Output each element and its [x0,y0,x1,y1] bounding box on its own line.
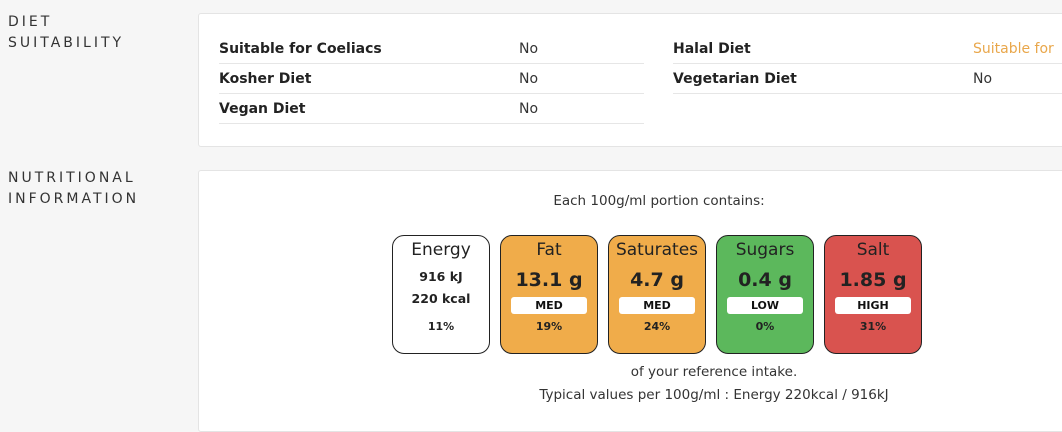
tile-percent: 24% [643,320,671,333]
diet-row-vegetarian: Vegetarian Diet No [673,64,1062,94]
tile-amount: 1.85 g [839,269,907,291]
diet-value: Suitable for [973,41,1054,57]
nutrition-title-line1: NUTRITIONAL [8,170,136,186]
tile-energy: Energy 916 kJ 220 kcal 11% [392,235,490,354]
level-badge: HIGH [835,297,911,314]
tile-amount: 4.7 g [630,269,684,291]
tile-amount: 0.4 g [738,269,792,291]
level-badge: MED [619,297,695,314]
diet-column-left: Suitable for Coeliacs No Kosher Diet No … [219,34,644,124]
diet-row-kosher: Kosher Diet No [219,64,644,94]
nutrition-title-line2: INFORMATION [8,191,140,207]
level-badge: LOW [727,297,803,314]
level-badge: MED [511,297,587,314]
diet-row-vegan: Vegan Diet No [219,94,644,124]
tile-name: Fat [536,240,562,260]
diet-title-line1: DIET [8,14,53,30]
tile-name: Salt [856,240,890,260]
diet-suitability-panel: Suitable for Coeliacs No Kosher Diet No … [198,13,1062,147]
tile-salt: Salt 1.85 g HIGH 31% [824,235,922,354]
tile-amount: 13.1 g [515,269,583,291]
tile-percent: 19% [535,320,563,333]
nutritional-information-panel: Each 100g/ml portion contains: Energy 91… [198,170,1062,432]
portion-heading: Each 100g/ml portion contains: [553,193,765,209]
tile-percent: 31% [859,320,887,333]
tile-name: Energy [411,240,471,260]
diet-label: Halal Diet [673,41,751,57]
nutritional-information-title: NUTRITIONAL INFORMATION [8,168,139,210]
tile-percent: 11% [427,320,455,333]
diet-column-right: Halal Diet Suitable for Vegetarian Diet … [673,34,1062,94]
diet-label: Kosher Diet [219,71,312,87]
tile-name: Sugars [735,240,795,260]
tile-fat: Fat 13.1 g MED 19% [500,235,598,354]
diet-suitability-title: DIET SUITABILITY [8,12,124,54]
tile-saturates: Saturates 4.7 g MED 24% [608,235,706,354]
reference-intake-note: of your reference intake. [630,364,798,380]
diet-label: Suitable for Coeliacs [219,41,382,57]
diet-value: No [973,71,993,87]
tile-percent: 0% [755,320,775,333]
energy-kj: 916 kJ [419,269,463,284]
typical-values-note: Typical values per 100g/ml : Energy 220k… [539,387,889,403]
diet-value: No [519,101,539,117]
tile-name: Saturates [615,240,699,260]
diet-title-line2: SUITABILITY [8,35,125,51]
diet-row-coeliacs: Suitable for Coeliacs No [219,34,644,64]
diet-value: No [519,41,539,57]
diet-label: Vegan Diet [219,101,306,117]
diet-row-halal: Halal Diet Suitable for [673,34,1062,64]
energy-kcal: 220 kcal [411,291,471,306]
tile-sugars: Sugars 0.4 g LOW 0% [716,235,814,354]
diet-value: No [519,71,539,87]
diet-label: Vegetarian Diet [673,71,797,87]
